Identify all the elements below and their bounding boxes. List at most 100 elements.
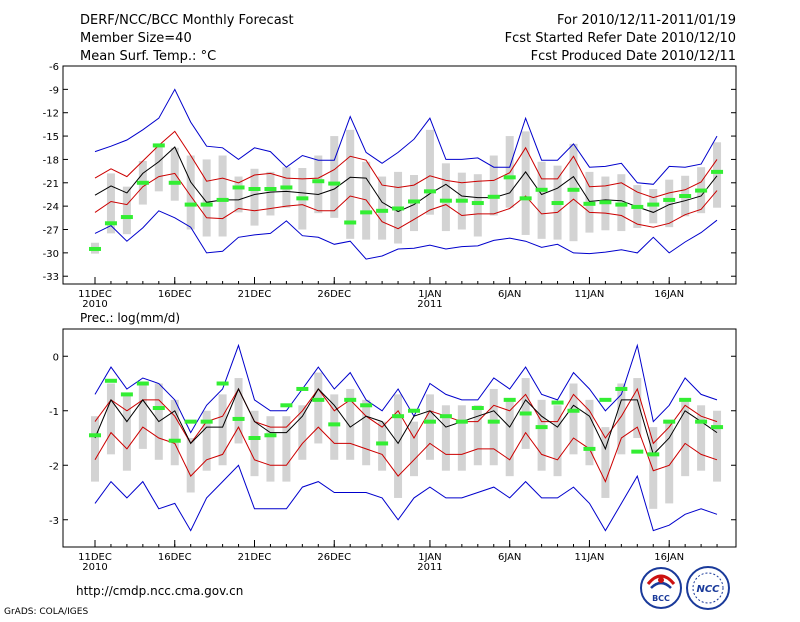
prec-spread-box — [234, 378, 243, 444]
prec-median-marker — [695, 419, 708, 424]
prec-xtick-label: 16DEC — [158, 552, 192, 563]
temp-median-marker — [376, 208, 389, 213]
temp-ytick-label: -18 — [43, 155, 59, 166]
prec-median-marker — [296, 386, 309, 391]
prec-median-marker — [232, 416, 245, 421]
prec-median-marker — [328, 422, 341, 427]
temp-median-marker — [280, 185, 293, 190]
prec-spread-box — [681, 399, 690, 477]
ncc-logo: NCC — [686, 566, 730, 610]
temp-lower-bound-line — [94, 210, 718, 260]
temp-upper-bound-line — [94, 88, 718, 185]
prec-spread-box — [457, 405, 466, 471]
prec-xtick-label: 6JAN — [498, 552, 521, 563]
temp-median-marker — [216, 197, 229, 202]
prec-median-marker — [599, 397, 612, 402]
prec-spread-box — [617, 383, 626, 455]
prec-median-marker — [583, 446, 596, 451]
prec-median-marker — [104, 378, 117, 383]
temp-median-marker — [296, 196, 309, 201]
prec-spread-box — [138, 383, 147, 449]
temp-median-marker — [583, 201, 596, 206]
prec-median-marker — [567, 408, 580, 413]
prec-spread-box — [697, 405, 706, 471]
figure-title: DERF/NCC/BCC Monthly Forecast — [80, 13, 294, 28]
prec-median-marker — [184, 419, 197, 424]
temp-xtick-label: 1JAN — [418, 289, 441, 300]
prec-median-marker — [487, 419, 500, 424]
prec-spread-box — [713, 410, 722, 482]
prec-spread-box — [378, 421, 387, 471]
temp-median-marker — [567, 187, 580, 192]
temp-ytick-label: -9 — [49, 85, 59, 96]
prec-spread-box — [489, 388, 498, 466]
prec-median-marker — [647, 452, 660, 457]
prec-spread-box — [505, 399, 514, 477]
prec-spread-box — [218, 394, 227, 466]
variable-label: Mean Surf. Temp.: °C — [80, 49, 216, 64]
prec-median-marker — [711, 425, 724, 430]
prec-ytick-label: -1 — [49, 407, 59, 418]
temp-spread-box — [665, 179, 674, 228]
temp-spread-box — [170, 147, 179, 201]
prec-spread-box — [91, 416, 99, 482]
prec-median-marker — [615, 386, 628, 391]
temp-median-marker — [599, 200, 612, 205]
prec-spread-box — [665, 421, 674, 504]
temp-spread-box — [218, 155, 227, 237]
prec-median-marker — [264, 433, 277, 438]
forecast-period-label: For 2010/12/11-2011/01/19 — [557, 13, 736, 28]
prec-median-marker — [663, 419, 676, 424]
temp-median-marker — [471, 201, 484, 206]
temp-spread-box — [521, 131, 530, 235]
temp-median-marker — [152, 143, 165, 148]
prec-spread-box — [202, 410, 211, 471]
temp-median-marker — [136, 180, 149, 185]
temp-xtick-label: 16DEC — [158, 289, 192, 300]
prec-median-marker — [168, 438, 181, 443]
bcc-logo: BCC — [640, 567, 682, 609]
prec-median-marker — [392, 414, 405, 419]
prec-xtick-label: 26DEC — [317, 552, 351, 563]
prec-ytick-label: -2 — [49, 461, 59, 472]
prec-xtick-label: 11DEC — [78, 552, 112, 563]
temp-median-marker — [344, 220, 357, 225]
temp-spread-box — [489, 155, 498, 216]
temp-ytick-label: -30 — [43, 249, 59, 260]
forecast-produced-label: Fcst Produced Date 2010/12/11 — [531, 49, 736, 64]
prec-spread-box — [106, 383, 115, 455]
temp-median-marker — [312, 179, 325, 184]
temp-median-marker — [168, 180, 181, 185]
temp-ytick-label: -6 — [49, 62, 59, 73]
prec-spread-box — [266, 416, 275, 482]
prec-spread-box — [170, 399, 179, 466]
temp-ytick-label: -12 — [43, 109, 59, 120]
temp-spread-box — [250, 168, 259, 226]
temp-median-marker — [663, 197, 676, 202]
temp-xtick-label: 11JAN — [575, 289, 605, 300]
temp-spread-box — [569, 143, 578, 242]
temp-spread-box — [473, 174, 482, 237]
temp-median-marker — [551, 201, 564, 206]
temp-spread-box — [441, 163, 450, 232]
prec-median-marker — [248, 436, 261, 440]
prec-spread-box — [425, 394, 434, 460]
temp-spread-box — [106, 173, 115, 234]
prec-spread-box — [585, 399, 594, 466]
prec-xtick-label: 16JAN — [654, 552, 684, 563]
temp-xtick-label: 21DEC — [238, 289, 272, 300]
prec-spread-box — [394, 394, 403, 498]
prec-median-marker — [679, 397, 692, 402]
temp-spread-box — [346, 129, 355, 239]
prec-median-marker — [152, 406, 165, 411]
prec-median-marker — [312, 397, 325, 402]
temp-median-marker — [535, 187, 548, 192]
prec-median-marker — [631, 449, 644, 454]
temp-xtick-label: 2010 — [82, 299, 107, 310]
ncc-logo-text: NCC — [696, 584, 720, 595]
prec-panel-title: Prec.: log(mm/d) — [80, 311, 180, 325]
